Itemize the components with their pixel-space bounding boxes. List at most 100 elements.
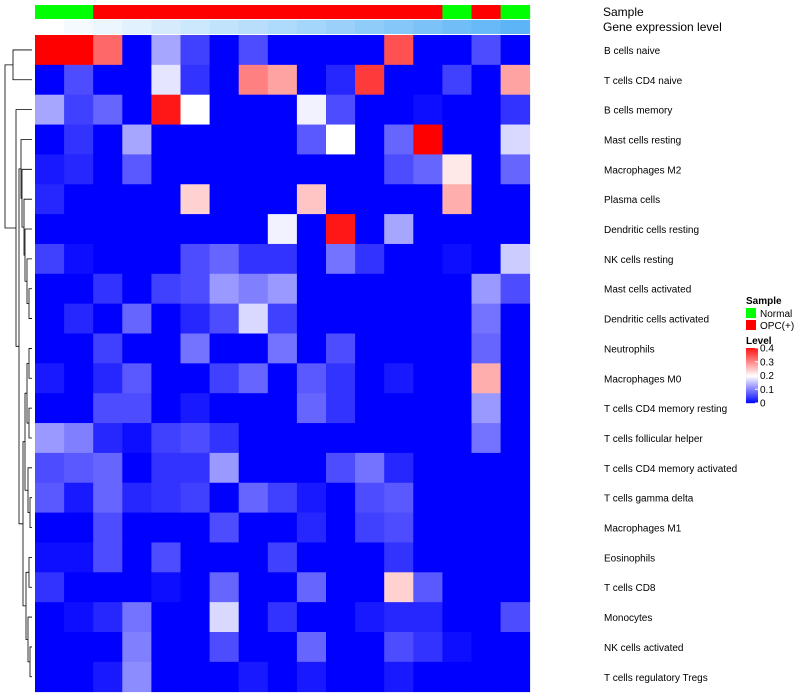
heatmap-cell [267, 661, 298, 693]
legend-gradient-step [746, 364, 758, 366]
dendrogram-branch [28, 348, 32, 379]
legend-gradient-step [746, 381, 758, 383]
heatmap-cell [384, 482, 414, 513]
heatmap-cell [35, 482, 65, 513]
heatmap-cell [209, 64, 240, 96]
heatmap-cell [93, 303, 123, 334]
heatmap-cell [122, 333, 152, 364]
dendrogram-branch [26, 258, 32, 305]
row-label: NK cells activated [604, 643, 683, 654]
heatmap-cell [500, 393, 531, 424]
row-label: Neutrophils [604, 344, 655, 355]
heatmap-cell [209, 393, 240, 424]
heatmap-cell [209, 572, 240, 603]
heatmap-cell [238, 423, 269, 454]
legend-label: OPC(+) [760, 321, 794, 332]
legend-gradient-step [746, 372, 758, 374]
heatmap-cell [64, 632, 94, 663]
heatmap-cell [326, 602, 356, 633]
heatmap-cell [296, 154, 327, 185]
heatmap-cells [35, 35, 531, 693]
heatmap-cell [122, 452, 152, 484]
heatmap-cell [180, 243, 210, 275]
legend-gradient-step [746, 374, 758, 376]
heatmap-cell [238, 154, 269, 185]
heatmap-cell [471, 184, 501, 215]
heatmap-cell [180, 452, 210, 484]
legend-gradient-step [746, 369, 758, 371]
legend-gradient-step [746, 391, 758, 393]
sample-annotation-cell [500, 5, 531, 19]
legend-gradient-step [746, 384, 758, 386]
heatmap-cell [180, 602, 210, 633]
heatmap-cell [413, 393, 443, 424]
heatmap-cell [35, 303, 65, 334]
legend-gradient-step [746, 356, 758, 358]
heatmap-cell [442, 512, 472, 543]
legend-gradient-step [746, 351, 758, 353]
sample-annotation-cell [267, 5, 298, 19]
heatmap-cell [384, 632, 414, 663]
legend-gradient-step [746, 348, 758, 350]
heatmap-cell [500, 214, 531, 245]
heatmap-cell [442, 243, 472, 275]
legend-gradient-step [746, 362, 758, 364]
heatmap-cell [151, 572, 181, 603]
heatmap-cell [180, 94, 210, 125]
heatmap-cell [35, 273, 65, 305]
legend-gradient-step [746, 353, 758, 355]
heatmap-cell [122, 542, 152, 573]
heatmap-cell [35, 94, 65, 125]
dendrogram-branch [29, 497, 32, 528]
dendrogram-branch [28, 556, 32, 588]
expression-annotation-cell [413, 20, 443, 34]
heatmap-cell [355, 512, 385, 543]
heatmap-cell [384, 154, 414, 185]
heatmap-cell [122, 214, 152, 245]
heatmap-cell [180, 632, 210, 663]
row-label: Macrophages M0 [604, 374, 682, 385]
heatmap-cell [64, 333, 94, 364]
heatmap-cell [151, 482, 181, 513]
legend-gradient-step [746, 380, 758, 382]
legend-gradient-step [746, 365, 758, 367]
heatmap-cell [151, 214, 181, 245]
heatmap-cell [413, 243, 443, 275]
heatmap-cell [209, 333, 240, 364]
legend-gradient-step [746, 359, 758, 361]
heatmap-cell [296, 661, 327, 693]
legend-gradient-step [746, 358, 758, 360]
heatmap-cell [384, 602, 414, 633]
heatmap-cell [122, 124, 152, 155]
heatmap-cell [93, 482, 123, 513]
legend-gradient-step [746, 368, 758, 370]
heatmap-cell [471, 333, 501, 364]
heatmap-cell [471, 303, 501, 334]
heatmap-cell [267, 423, 298, 454]
heatmap-cell [296, 303, 327, 334]
legend-gradient-step [746, 355, 758, 357]
heatmap-cell [122, 243, 152, 275]
heatmap-cell [384, 124, 414, 155]
heatmap-cell [93, 512, 123, 543]
expression-annotation-cell [296, 20, 327, 34]
heatmap-cell [151, 64, 181, 96]
legend-gradient-step [746, 392, 758, 394]
row-labels: B cells naive T cells CD4 naive B cells me… [604, 46, 737, 684]
legend-gradient-step [746, 378, 758, 380]
legend-gradient-step [746, 371, 758, 373]
heatmap-cell [209, 303, 240, 334]
legend-gradient-step [746, 393, 758, 395]
heatmap-cell [238, 124, 269, 155]
heatmap-cell [442, 602, 472, 633]
heatmap-cell [64, 94, 94, 125]
heatmap-cell [326, 542, 356, 573]
heatmap-cell [93, 393, 123, 424]
heatmap-cell [296, 94, 327, 125]
legend-gradient-step [746, 373, 758, 375]
heatmap-cell [384, 572, 414, 603]
heatmap-cell [209, 602, 240, 633]
dendrogram-branch [20, 139, 32, 199]
heatmap-cell [500, 35, 531, 66]
